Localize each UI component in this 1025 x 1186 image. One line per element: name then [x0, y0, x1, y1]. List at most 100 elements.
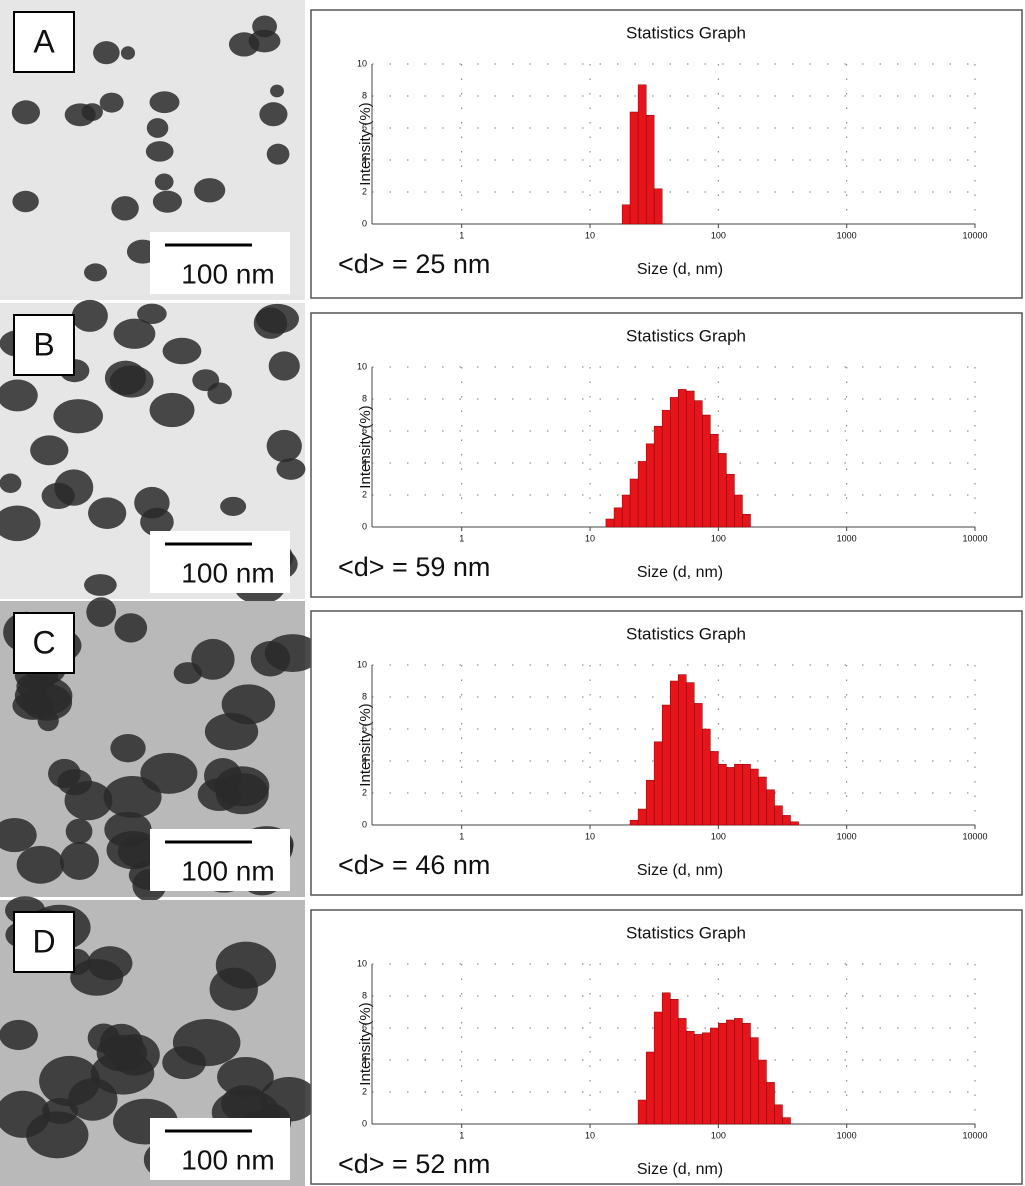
bar	[702, 414, 711, 528]
scale-box	[150, 829, 290, 891]
bar	[702, 1032, 711, 1125]
bar	[685, 682, 695, 826]
y-tick-label: 4	[362, 1054, 367, 1064]
bar	[677, 389, 687, 528]
annotation: <d> = 46 nm	[338, 850, 490, 880]
y-tick-label: 4	[362, 457, 367, 467]
y-tick-label: 10	[357, 58, 367, 68]
bar	[710, 751, 719, 826]
bar	[694, 400, 703, 528]
x-tick-label: 1000	[837, 831, 857, 841]
x-tick-label: 10	[585, 533, 595, 543]
particle	[88, 497, 127, 529]
bar	[645, 443, 655, 528]
bar	[774, 805, 783, 826]
x-tick-label: 100	[711, 1130, 726, 1140]
scale-label: 100 nm	[181, 557, 274, 588]
bar	[758, 1059, 767, 1125]
chart-title: Statistics Graph	[626, 326, 746, 345]
chart-frame	[310, 9, 1023, 299]
scale-box	[150, 1118, 290, 1180]
particle	[57, 768, 92, 796]
bar	[750, 1037, 759, 1125]
y-tick-label: 4	[362, 755, 367, 765]
bar	[629, 819, 639, 826]
bar	[637, 1099, 647, 1125]
bar	[702, 728, 711, 826]
particle	[191, 638, 235, 680]
bar	[782, 1117, 791, 1125]
x-tick-label: 1	[459, 230, 464, 240]
bar	[661, 704, 671, 826]
particle	[209, 967, 258, 1011]
particle	[11, 100, 41, 125]
particle	[84, 574, 117, 596]
x-tick-label: 10000	[962, 1130, 987, 1140]
particle	[149, 91, 180, 114]
y-tick-label: 6	[362, 122, 367, 132]
particle	[110, 734, 146, 763]
panel-label: A	[33, 23, 55, 59]
panel-label-box	[13, 612, 75, 674]
scale-label: 100 nm	[181, 1144, 274, 1175]
bar	[621, 204, 631, 225]
particle	[203, 758, 242, 794]
y-tick-label: 2	[362, 489, 367, 499]
x-tick-label: 10000	[962, 533, 987, 543]
bar	[677, 1018, 687, 1125]
particle	[111, 196, 139, 221]
particle	[173, 662, 203, 685]
particle	[22, 684, 73, 721]
particle	[81, 103, 103, 121]
bar	[782, 815, 791, 826]
bar	[637, 84, 647, 225]
particle	[250, 640, 291, 677]
x-tick-label: 10000	[962, 230, 987, 240]
y-tick-label: 10	[357, 958, 367, 968]
bar	[637, 461, 647, 528]
y-tick-label: 0	[362, 1118, 367, 1128]
chart-title: Statistics Graph	[626, 624, 746, 643]
bar	[718, 453, 727, 528]
particle	[93, 41, 120, 65]
x-tick-label: 1	[459, 533, 464, 543]
x-tick-label: 10	[585, 831, 595, 841]
chart-title: Statistics Graph	[626, 23, 746, 42]
y-tick-label: 10	[357, 659, 367, 669]
y-tick-label: 2	[362, 1086, 367, 1096]
x-tick-label: 1000	[837, 1130, 857, 1140]
bar	[726, 1019, 735, 1125]
bar	[685, 390, 695, 528]
bar	[742, 763, 751, 826]
scale-label: 100 nm	[181, 855, 274, 886]
y-axis-label: Intensity (%)	[357, 1002, 374, 1085]
micrograph: D 100 nm	[0, 896, 319, 1186]
bar	[734, 763, 743, 826]
particle	[30, 435, 69, 466]
bar	[677, 674, 687, 826]
particle	[71, 299, 108, 332]
x-axis-label: Size (d, nm)	[637, 1161, 723, 1178]
annotation: <d> = 52 nm	[338, 1149, 490, 1179]
y-tick-label: 8	[362, 990, 367, 1000]
y-axis-label: Intensity (%)	[357, 405, 374, 488]
particle	[145, 141, 174, 162]
y-axis-label: Intensity (%)	[357, 102, 374, 185]
particle	[113, 318, 156, 349]
x-tick-label: 100	[711, 831, 726, 841]
bar	[653, 1011, 663, 1125]
x-axis-label: Size (d, nm)	[637, 564, 723, 581]
particle	[0, 473, 22, 494]
particle	[0, 1019, 38, 1051]
particle	[266, 429, 302, 463]
bar	[694, 1034, 703, 1125]
particle	[99, 92, 124, 113]
particle	[0, 505, 41, 542]
panel-label-box	[13, 11, 75, 73]
bar	[710, 433, 719, 528]
x-tick-label: 10	[585, 1130, 595, 1140]
particle	[26, 1111, 89, 1159]
bar	[661, 992, 671, 1125]
bar	[790, 821, 799, 826]
particle	[114, 613, 148, 643]
